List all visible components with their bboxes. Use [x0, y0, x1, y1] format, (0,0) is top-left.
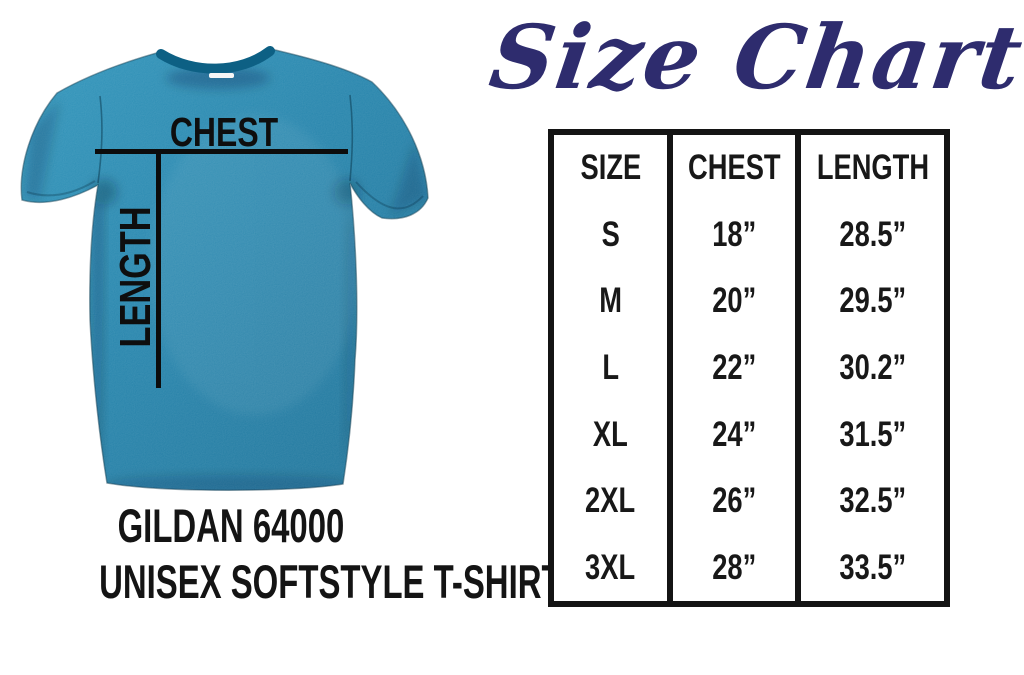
table-row-2xl-size: 2XL [554, 467, 673, 535]
table-row-m-chest: 20” [673, 268, 801, 335]
length-label: LENGTH [111, 206, 160, 347]
product-caption: GILDAN 64000 UNISEX SOFTSTYLE T-SHIRT [0, 498, 561, 611]
chest-label: CHEST [170, 109, 279, 155]
measurement-annotations: CHEST LENGTH [95, 109, 348, 388]
table-row-m-length: 29.5” [839, 281, 907, 321]
table-row-xl-length: 31.5” [839, 414, 907, 454]
table-row-m-size: M [554, 268, 673, 335]
tshirt-graphic: CHEST LENGTH [0, 0, 490, 500]
size-chart-title: Size Chart [484, 5, 1024, 109]
collar-tag [209, 73, 234, 78]
product-caption-line1: GILDAN 64000 [0, 498, 462, 553]
table-row-3xl-chest: 28” [673, 534, 801, 601]
table-row-2xl-chest: 26” [673, 467, 801, 535]
right-sleeve-seam [349, 94, 354, 182]
left-sleeve-seam [97, 95, 103, 184]
table-row-xl-size: XL [554, 401, 673, 468]
table-row-s-chest: 18” [673, 201, 801, 269]
table-row-l-length: 30.2” [839, 347, 907, 387]
left-sleeve-hem [26, 180, 96, 197]
length-measure-line [156, 152, 161, 388]
collar-band [156, 46, 275, 74]
chest-measure-line [95, 149, 348, 154]
table-row-l-size: L [554, 334, 673, 402]
tshirt-illustration: CHEST LENGTH [20, 46, 429, 491]
table-row-s-length: 28.5” [839, 214, 907, 254]
table-row-3xl-size: 3XL [554, 534, 673, 601]
size-table-header-size: SIZE [554, 135, 673, 202]
table-row-xl-chest: 24” [673, 401, 801, 468]
table-row-3xl-length: 33.5” [839, 547, 907, 587]
table-row-s-size: S [554, 201, 673, 269]
product-caption-line2: UNISEX SOFTSTYLE T-SHIRT [0, 553, 561, 611]
product-style-text: UNISEX SOFTSTYLE T-SHIRT [99, 555, 562, 608]
size-table-header-length: LENGTH [816, 148, 930, 188]
size-table: SIZE CHEST LENGTH S 18” 28.5” M 20” 29.5… [548, 129, 950, 607]
table-row-2xl-length: 32.5” [839, 481, 907, 521]
tshirt-body [20, 46, 429, 491]
size-table-header-chest: CHEST [673, 135, 801, 202]
table-row-l-chest: 22” [673, 334, 801, 402]
product-name-text: GILDAN 64000 [117, 499, 345, 552]
right-sleeve-hem [355, 181, 424, 210]
